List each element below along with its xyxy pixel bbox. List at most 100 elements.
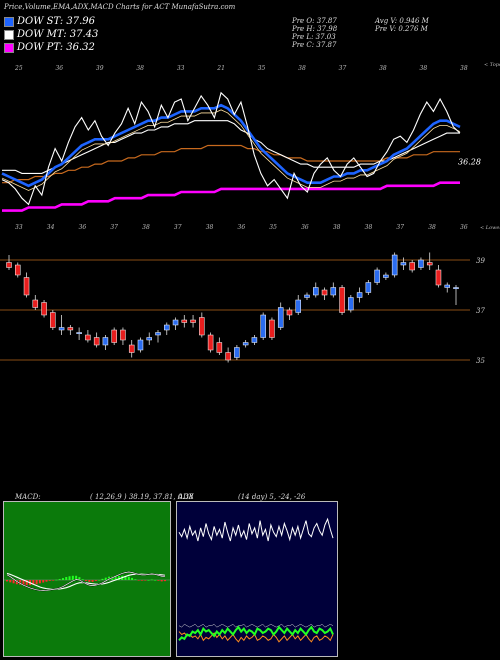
macd-histogram-bar <box>45 580 48 582</box>
ema-mt-line <box>2 120 460 174</box>
candle-body <box>41 302 47 316</box>
candle-body <box>164 324 170 331</box>
ema-bottom-tick-label: 36 <box>238 224 246 231</box>
price-chart: 39 37 35 <box>0 252 485 365</box>
candle <box>321 287 328 300</box>
adx-title: ADX <box>178 493 194 501</box>
legend-swatch-mt <box>4 29 14 40</box>
candle-body <box>304 294 310 298</box>
ema-top-tick-label: 38 <box>379 65 387 72</box>
ema-st-line <box>1 103 461 188</box>
ema-legend: DOW ST: 37.96 DOW MT: 37.43 DOW PT: 36.3… <box>4 15 98 54</box>
macd-histogram-bar <box>157 580 160 581</box>
candle <box>85 330 91 343</box>
candle <box>32 295 39 310</box>
candle-body <box>216 342 223 353</box>
macd-chart <box>4 571 170 592</box>
macd-histogram-bar <box>75 575 78 580</box>
candle-body <box>383 274 389 278</box>
candle-body <box>199 317 205 336</box>
macd-histogram-bar <box>22 580 25 586</box>
adx-chart <box>178 517 334 643</box>
legend-item-dow-mt: DOW MT: 37.43 <box>4 28 98 41</box>
candle <box>383 272 389 280</box>
candle-body <box>6 262 12 268</box>
candle-body <box>400 262 407 266</box>
candle-body <box>269 319 275 338</box>
candle-body <box>128 344 135 353</box>
candle-body <box>93 337 100 346</box>
candle <box>295 295 301 315</box>
macd-histogram-bar <box>25 580 28 586</box>
candle-body <box>453 287 459 289</box>
macd-histogram-bar <box>71 575 74 580</box>
minus-di-line <box>178 631 334 643</box>
ema-top-tick-label: 38 <box>420 65 428 72</box>
legend-swatch-st <box>4 16 14 27</box>
macd-histogram-bar <box>48 580 51 581</box>
candle-body <box>111 329 117 343</box>
macd-histogram-bar <box>42 580 45 583</box>
candle <box>128 340 135 358</box>
macd-histogram-bar <box>98 580 101 581</box>
macd-histogram-bar <box>164 580 166 582</box>
legend-label-st: DOW ST: 37.96 <box>17 16 96 27</box>
macd-histogram-bar <box>6 580 8 582</box>
ema-top-tick-label: 39 <box>96 65 104 72</box>
candle <box>286 307 293 320</box>
candle-body <box>339 287 345 313</box>
legend-label-pt: DOW PT: 36.32 <box>17 42 95 53</box>
candle <box>155 330 161 343</box>
candle <box>426 252 433 270</box>
candle-body <box>120 329 126 341</box>
candle-body <box>313 287 319 296</box>
candle-body <box>137 339 144 351</box>
candle <box>260 312 266 340</box>
macd-histogram-bar <box>101 578 104 580</box>
ema-bottom-tick-label: 37 <box>174 224 182 231</box>
candle <box>242 340 249 348</box>
candle <box>216 337 223 355</box>
macd-histogram-bar <box>127 576 130 580</box>
candle-body <box>426 262 433 266</box>
candle-body <box>409 262 415 271</box>
macd-histogram-bar <box>154 580 157 581</box>
ema-top-tick-label: 38 <box>136 65 144 72</box>
ema-lt-line <box>2 144 460 184</box>
legend-item-dow-pt: DOW PT: 36.32 <box>4 41 98 54</box>
candle-body <box>330 287 337 296</box>
candle <box>304 292 310 300</box>
ema-bottom-tick-label: 38 <box>365 224 373 231</box>
ema-last-value: 36.28 <box>458 158 481 167</box>
candle <box>50 310 56 330</box>
macd-histogram-bar <box>140 580 143 581</box>
ema-pt-line <box>2 181 460 212</box>
candle-body <box>67 327 74 331</box>
legend-label-mt: DOW MT: 37.43 <box>17 29 99 40</box>
candle <box>234 345 240 360</box>
candle-body <box>225 352 231 361</box>
candle <box>164 322 170 335</box>
candle-body <box>348 297 354 311</box>
macd-histogram-bar <box>61 578 64 580</box>
candle <box>400 257 407 270</box>
candle-body <box>374 269 380 283</box>
candle-body <box>102 337 109 346</box>
ema-corner-bottom: < Lowes <box>480 225 500 231</box>
ema-bottom-tick-label: 38 <box>206 224 214 231</box>
macd-line <box>6 571 166 591</box>
macd-histogram-bar <box>94 580 97 581</box>
candle <box>6 255 12 270</box>
adx-params: (14 day) 5, -24, -26 <box>238 493 306 501</box>
macd-histogram-bar <box>150 579 153 581</box>
ema-bottom-tick-label: 35 <box>269 224 277 231</box>
candle <box>409 260 415 273</box>
price-tick-label: 39 <box>476 257 485 265</box>
candle-body <box>242 342 249 346</box>
candle-body <box>58 327 65 331</box>
candle-body <box>85 334 91 341</box>
candle-body <box>286 309 293 316</box>
candle <box>76 327 82 340</box>
candle-body <box>172 319 179 326</box>
ema-top-tick-label: 38 <box>460 65 468 72</box>
